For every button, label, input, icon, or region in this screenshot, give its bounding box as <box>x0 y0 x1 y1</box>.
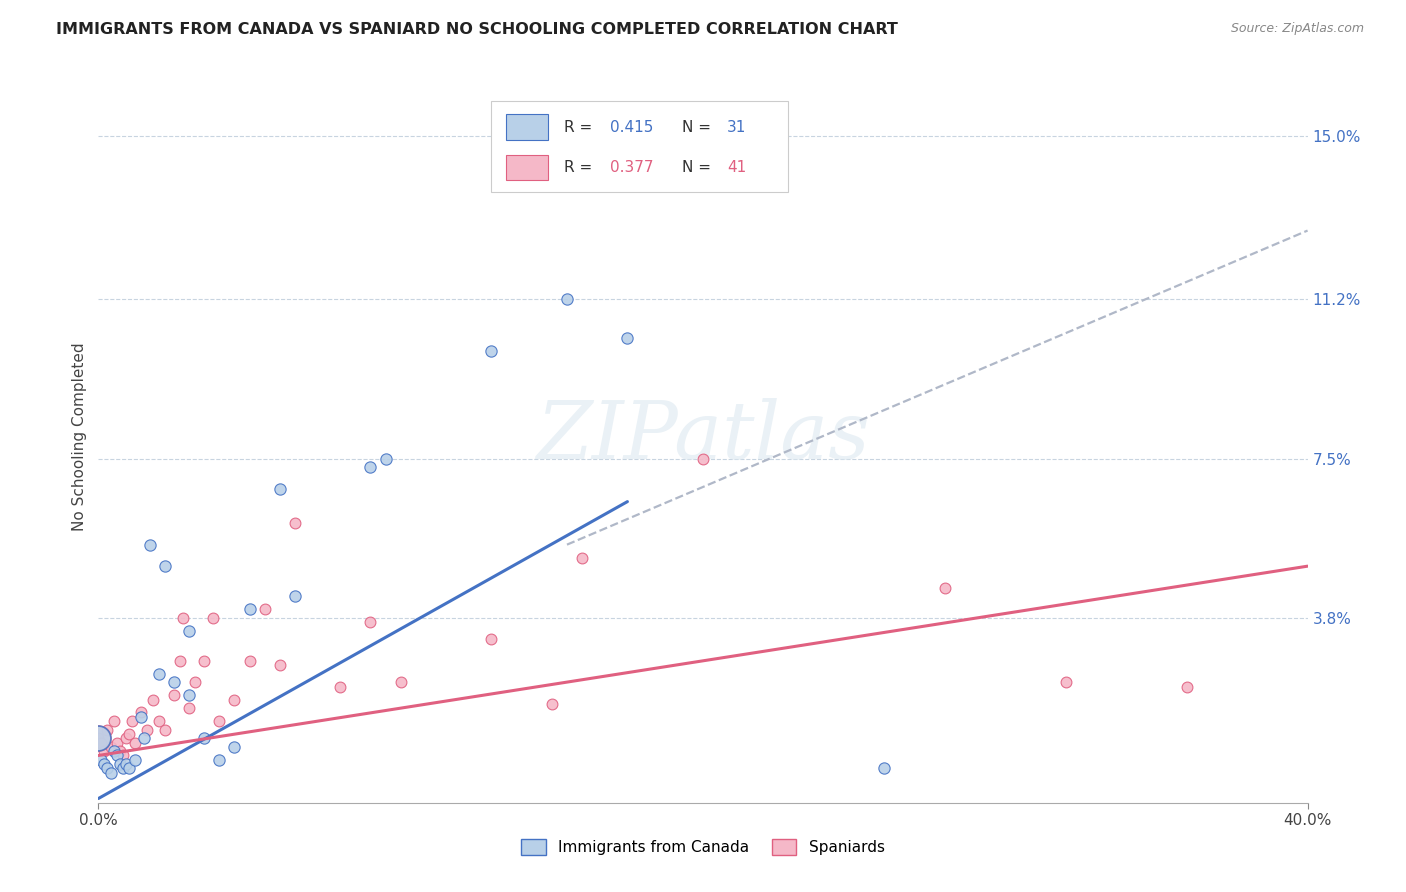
Text: N =: N = <box>682 120 716 135</box>
FancyBboxPatch shape <box>492 101 787 192</box>
Point <box>142 692 165 706</box>
Point <box>121 714 143 728</box>
Point <box>132 731 155 746</box>
Point <box>129 710 152 724</box>
Point <box>96 723 118 737</box>
Point <box>96 761 118 775</box>
Point <box>100 765 122 780</box>
Point <box>329 680 352 694</box>
Point <box>481 344 503 359</box>
Point <box>135 723 157 737</box>
Point <box>163 688 186 702</box>
Point <box>692 451 714 466</box>
Point <box>193 654 215 668</box>
Point <box>208 753 231 767</box>
Point <box>284 589 307 603</box>
Point <box>239 654 262 668</box>
Point <box>87 731 110 746</box>
Point <box>118 727 141 741</box>
Point <box>111 761 134 775</box>
Text: 0.415: 0.415 <box>610 120 654 135</box>
Text: 31: 31 <box>727 120 747 135</box>
Point <box>124 735 146 749</box>
Point <box>193 731 215 746</box>
Text: Source: ZipAtlas.com: Source: ZipAtlas.com <box>1230 22 1364 36</box>
Point <box>269 482 291 496</box>
Point <box>153 559 176 574</box>
Point <box>224 739 246 754</box>
Point <box>374 451 396 466</box>
Point <box>90 753 112 767</box>
Point <box>253 602 276 616</box>
Point <box>108 744 131 758</box>
Point <box>118 761 141 775</box>
Point <box>139 538 162 552</box>
Point <box>224 692 246 706</box>
Point <box>93 744 115 758</box>
Point <box>934 581 956 595</box>
Point <box>284 516 307 530</box>
Point <box>208 714 231 728</box>
Point <box>148 714 170 728</box>
Point <box>1054 675 1077 690</box>
Point <box>179 701 201 715</box>
Point <box>87 731 110 746</box>
Text: N =: N = <box>682 160 716 175</box>
Point <box>114 757 136 772</box>
Point <box>169 654 191 668</box>
Point <box>184 675 207 690</box>
Point <box>269 658 291 673</box>
Point <box>129 706 152 720</box>
Text: 0.377: 0.377 <box>610 160 654 175</box>
Point <box>172 611 194 625</box>
Text: IMMIGRANTS FROM CANADA VS SPANIARD NO SCHOOLING COMPLETED CORRELATION CHART: IMMIGRANTS FROM CANADA VS SPANIARD NO SC… <box>56 22 898 37</box>
Point <box>105 748 128 763</box>
Point <box>616 331 638 345</box>
Point <box>108 757 131 772</box>
Point <box>873 761 896 775</box>
Text: R =: R = <box>564 120 598 135</box>
Point <box>389 675 412 690</box>
Text: ZIPatlas: ZIPatlas <box>536 399 870 475</box>
Point <box>179 688 201 702</box>
Point <box>105 735 128 749</box>
Point <box>153 723 176 737</box>
Point <box>103 714 125 728</box>
Point <box>90 735 112 749</box>
Point <box>148 666 170 681</box>
Point <box>481 632 503 647</box>
FancyBboxPatch shape <box>506 114 548 140</box>
Point <box>124 753 146 767</box>
Point <box>555 293 578 307</box>
Legend: Immigrants from Canada, Spaniards: Immigrants from Canada, Spaniards <box>515 833 891 861</box>
Point <box>163 675 186 690</box>
Point <box>202 611 225 625</box>
Point <box>103 744 125 758</box>
Point <box>87 731 110 746</box>
Point <box>114 731 136 746</box>
Point <box>360 615 382 629</box>
FancyBboxPatch shape <box>506 154 548 180</box>
Point <box>571 550 593 565</box>
Point <box>93 757 115 772</box>
Point <box>239 602 262 616</box>
Point <box>1175 680 1198 694</box>
Text: R =: R = <box>564 160 598 175</box>
Point <box>179 624 201 638</box>
Point <box>100 739 122 754</box>
Point <box>360 460 382 475</box>
Y-axis label: No Schooling Completed: No Schooling Completed <box>72 343 87 532</box>
Point <box>540 697 562 711</box>
Point <box>111 748 134 763</box>
Text: 41: 41 <box>727 160 747 175</box>
